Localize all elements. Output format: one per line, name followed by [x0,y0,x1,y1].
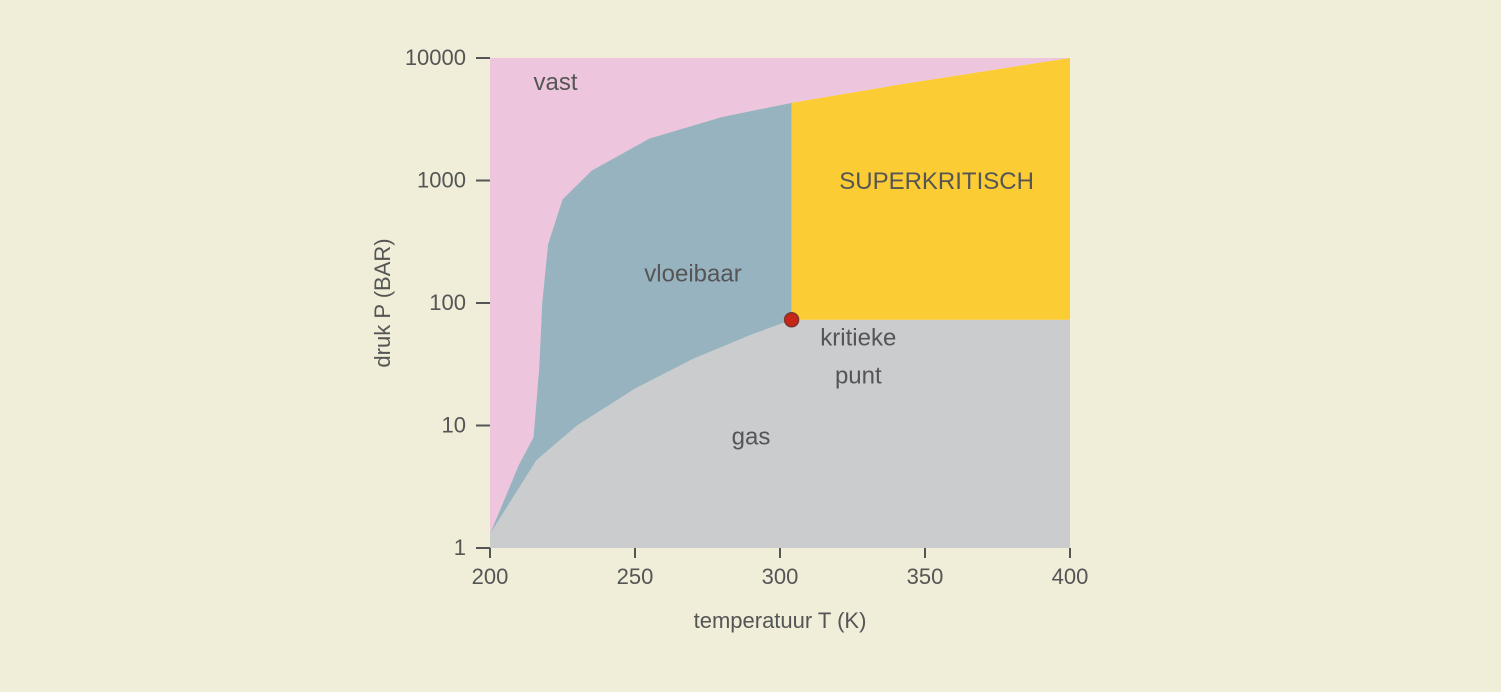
y-tick-label: 100 [429,290,466,315]
label-critical-2: punt [835,362,882,389]
plot-area [490,58,1070,548]
label-critical-1: kritieke [820,324,896,351]
x-tick-label: 200 [472,564,509,589]
chart-svg: 200 250 300 350 400 temperatuur T (K) 1 10 100 10… [0,0,1501,687]
x-tick-label: 350 [907,564,944,589]
label-solid: vast [534,68,578,95]
label-supercritical: SUPERKRITISCH [839,168,1034,195]
x-axis-label: temperatuur T (K) [694,608,867,633]
y-axis-label: druk P (BAR) [370,238,395,367]
label-gas: gas [732,423,771,450]
x-tick-label: 300 [762,564,799,589]
y-tick-label: 1000 [417,167,466,192]
y-tick-label: 10000 [405,45,466,70]
critical-point-marker [785,312,799,326]
y-tick-label: 10 [442,412,466,437]
x-tick-label: 250 [617,564,654,589]
label-liquid: vloeibaar [644,260,741,287]
y-tick-label: 1 [454,535,466,560]
phase-diagram: 200 250 300 350 400 temperatuur T (K) 1 10 100 10… [0,0,1501,692]
x-tick-label: 400 [1052,564,1089,589]
